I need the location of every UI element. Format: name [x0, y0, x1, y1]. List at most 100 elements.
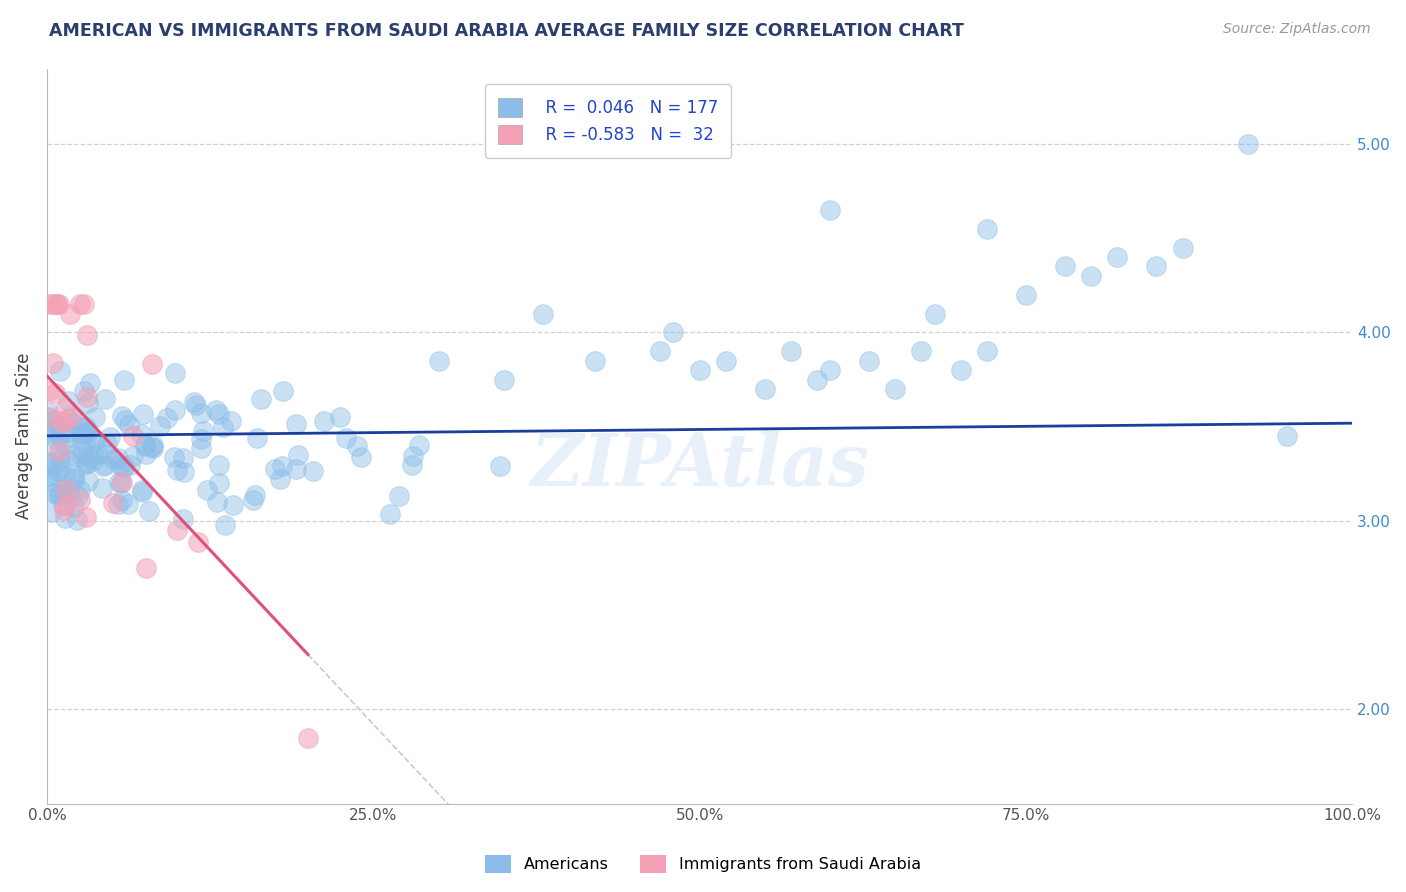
Point — [263, 462, 285, 476]
Point — [38, 297, 60, 311]
Point — [107, 498, 129, 512]
Point — [38, 410, 60, 425]
Point — [134, 438, 156, 452]
Point — [63, 467, 86, 482]
Point — [1171, 241, 1194, 255]
Point — [42, 486, 65, 500]
Point — [976, 344, 998, 359]
Point — [314, 414, 336, 428]
Point — [103, 451, 125, 466]
Point — [297, 731, 319, 745]
Point — [492, 372, 515, 386]
Point — [48, 450, 70, 465]
Point — [949, 363, 972, 377]
Point — [59, 453, 82, 467]
Point — [46, 465, 69, 479]
Text: AMERICAN VS IMMIGRANTS FROM SAUDI ARABIA AVERAGE FAMILY SIZE CORRELATION CHART: AMERICAN VS IMMIGRANTS FROM SAUDI ARABIA… — [49, 22, 965, 40]
Point — [806, 372, 828, 386]
Point — [388, 489, 411, 503]
Point — [269, 472, 291, 486]
Point — [91, 481, 114, 495]
Point — [38, 468, 60, 483]
Point — [73, 425, 96, 440]
Point — [132, 407, 155, 421]
Point — [924, 307, 946, 321]
Point — [117, 497, 139, 511]
Point — [52, 498, 75, 512]
Point — [76, 425, 98, 439]
Point — [208, 407, 231, 421]
Point — [427, 353, 450, 368]
Text: Source: ZipAtlas.com: Source: ZipAtlas.com — [1223, 22, 1371, 37]
Point — [67, 489, 90, 503]
Point — [53, 438, 76, 452]
Point — [75, 454, 97, 468]
Point — [72, 427, 94, 442]
Point — [1054, 260, 1077, 274]
Point — [780, 344, 803, 359]
Point — [65, 472, 87, 486]
Point — [69, 483, 91, 498]
Point — [156, 411, 179, 425]
Point — [149, 419, 172, 434]
Point — [110, 475, 132, 490]
Point — [302, 464, 325, 478]
Point — [165, 366, 187, 380]
Point — [583, 353, 606, 368]
Point — [135, 447, 157, 461]
Point — [41, 414, 63, 428]
Point — [87, 447, 110, 461]
Point — [38, 384, 60, 398]
Point — [44, 426, 66, 441]
Point — [818, 202, 841, 217]
Point — [212, 420, 235, 434]
Point — [378, 508, 401, 522]
Point — [163, 450, 186, 464]
Point — [73, 434, 96, 449]
Point — [91, 459, 114, 474]
Point — [214, 517, 236, 532]
Point — [1080, 268, 1102, 283]
Point — [166, 523, 188, 537]
Point — [1237, 136, 1260, 151]
Point — [818, 363, 841, 377]
Point — [1275, 429, 1298, 443]
Point — [44, 385, 66, 400]
Point — [141, 440, 163, 454]
Point — [51, 414, 73, 428]
Point — [94, 392, 117, 407]
Point — [77, 474, 100, 488]
Point — [56, 412, 79, 426]
Point — [49, 487, 72, 501]
Point — [39, 455, 62, 469]
Point — [111, 492, 134, 507]
Point — [350, 450, 373, 464]
Point — [205, 495, 228, 509]
Point — [122, 450, 145, 464]
Point — [173, 465, 195, 479]
Point — [41, 435, 63, 450]
Point — [83, 410, 105, 425]
Point — [402, 449, 425, 463]
Point — [243, 488, 266, 502]
Point — [107, 451, 129, 466]
Point — [714, 353, 737, 368]
Point — [79, 376, 101, 390]
Point — [858, 353, 880, 368]
Point — [242, 492, 264, 507]
Point — [75, 420, 97, 434]
Point — [70, 426, 93, 441]
Point — [219, 414, 242, 428]
Point — [42, 486, 65, 500]
Point — [77, 450, 100, 464]
Point — [42, 356, 65, 370]
Point — [63, 500, 86, 515]
Point — [69, 493, 91, 508]
Point — [112, 458, 135, 473]
Point — [142, 441, 165, 455]
Point — [346, 440, 368, 454]
Point — [94, 447, 117, 461]
Point — [55, 425, 77, 439]
Point — [53, 511, 76, 525]
Point — [131, 484, 153, 499]
